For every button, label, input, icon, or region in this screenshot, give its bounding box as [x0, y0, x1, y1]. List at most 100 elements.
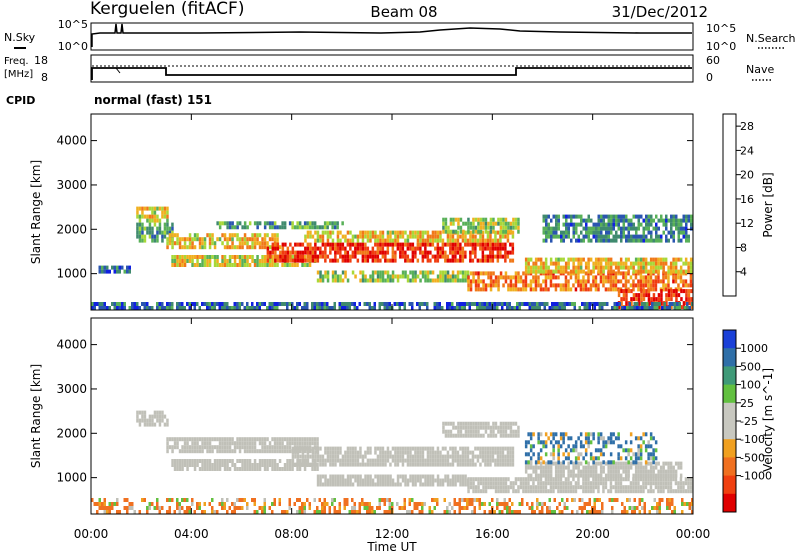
velocity-cell: [186, 441, 189, 446]
velocity-cell: [614, 489, 618, 494]
power-cell: [263, 302, 266, 306]
power-cell: [359, 230, 362, 235]
power-cell: [463, 302, 466, 306]
velocity-cell: [461, 458, 465, 463]
velocity-cell: [123, 506, 126, 510]
power-cell: [690, 297, 693, 302]
velocity-cell: [629, 448, 633, 453]
velocity-cell: [336, 450, 340, 455]
velocity-cell: [527, 432, 530, 437]
power-cell: [339, 246, 342, 251]
velocity-cell: [537, 460, 540, 465]
power-cell: [253, 306, 256, 310]
velocity-cell: [659, 485, 663, 490]
y-tick-label: 1000: [56, 471, 87, 485]
velocity-cell: [594, 456, 598, 461]
velocity-cell: [193, 463, 197, 467]
velocity-cell: [251, 437, 254, 442]
velocity-cell: [542, 481, 545, 486]
power-cell: [434, 246, 437, 251]
velocity-cell: [637, 461, 640, 466]
power-cell: [441, 246, 445, 251]
velocity-cell: [211, 510, 214, 514]
velocity-cell: [549, 477, 553, 482]
power-cell: [659, 265, 663, 270]
velocity-cell: [524, 477, 528, 482]
velocity-cell: [354, 474, 357, 479]
power-cell: [493, 306, 496, 310]
velocity-cell: [494, 458, 497, 463]
velocity-cell: [411, 510, 414, 514]
velocity-cell: [538, 510, 541, 514]
power-cell: [596, 302, 599, 306]
power-cell: [298, 221, 302, 226]
velocity-cell: [161, 418, 164, 423]
velocity-cell: [592, 481, 595, 486]
velocity-cell: [532, 489, 535, 494]
velocity-cell: [371, 482, 375, 487]
power-cell: [565, 222, 568, 227]
velocity-cell: [146, 422, 149, 427]
velocity-cell: [364, 454, 367, 459]
velocity-cell: [238, 506, 241, 510]
velocity-cell: [334, 462, 337, 467]
power-cell: [484, 287, 488, 292]
power-cell: [263, 245, 267, 250]
velocity-cell: [323, 502, 326, 506]
power-cell: [690, 222, 693, 227]
power-cell: [328, 306, 331, 310]
power-cell: [331, 225, 334, 230]
velocity-cell: [141, 498, 144, 502]
velocity-cell: [589, 469, 593, 474]
power-cell: [389, 258, 392, 263]
velocity-cell: [617, 444, 620, 449]
velocity-cell: [544, 452, 548, 457]
velocity-cell: [151, 418, 154, 423]
velocity-cell: [654, 461, 658, 466]
power-cell: [577, 265, 580, 270]
velocity-cell: [218, 463, 222, 467]
power-cell: [489, 229, 493, 234]
power-cell: [323, 306, 326, 310]
power-cell: [303, 302, 306, 306]
power-cell: [316, 302, 319, 306]
power-cell: [356, 238, 360, 243]
velocity-cell: [253, 441, 257, 446]
velocity-cell: [597, 481, 600, 486]
power-cell: [406, 254, 410, 259]
power-cell: [248, 245, 252, 250]
velocity-cell: [687, 485, 690, 490]
power-cell: [474, 238, 477, 243]
power-cell: [206, 233, 209, 238]
velocity-cell: [381, 474, 385, 479]
power-cell: [274, 250, 277, 255]
power-cell: [552, 230, 555, 235]
power-cell: [173, 255, 177, 259]
velocity-cell: [346, 458, 350, 463]
velocity-cell: [394, 450, 397, 455]
velocity-cell: [601, 510, 604, 514]
velocity-cell: [647, 452, 650, 457]
power-cell: [434, 254, 437, 259]
power-cell: [336, 278, 340, 283]
power-cell: [261, 241, 264, 246]
velocity-cell: [529, 456, 533, 461]
power-cell: [233, 263, 237, 267]
power-cell: [584, 265, 588, 270]
power-cell: [487, 275, 490, 280]
velocity-cell: [642, 469, 645, 474]
power-cell: [333, 302, 336, 306]
velocity-cell: [506, 454, 510, 459]
velocity-cell: [659, 473, 663, 478]
power-cell: [649, 265, 653, 270]
velocity-cell: [263, 463, 267, 467]
velocity-cell: [196, 437, 199, 442]
power-cell: [291, 258, 295, 263]
power-cell: [459, 234, 462, 239]
velocity-cell: [472, 481, 475, 486]
power-cell: [567, 222, 570, 227]
velocity-cell: [256, 463, 259, 467]
power-cell: [662, 222, 665, 227]
velocity-cell: [604, 444, 608, 449]
velocity-cell: [647, 469, 650, 474]
